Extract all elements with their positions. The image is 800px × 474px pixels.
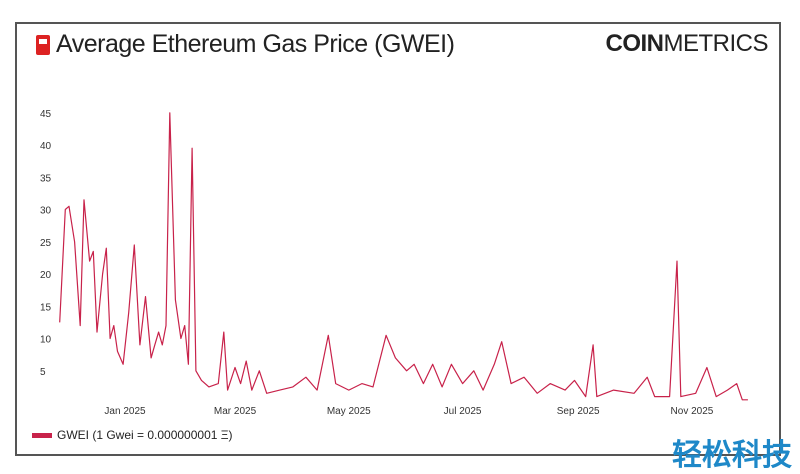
x-tick-label: Jan 2025 [104,406,146,417]
x-tick-label: Sep 2025 [557,406,600,417]
y-tick-label: 45 [40,109,52,120]
y-tick-label: 5 [40,367,46,378]
y-tick-label: 20 [40,270,52,281]
watermark: 轻松科技 [672,430,792,474]
y-tick-label: 15 [40,302,52,313]
x-tick-label: May 2025 [327,406,371,417]
y-tick-label: 35 [40,173,52,184]
x-tick-label: Nov 2025 [671,406,714,417]
legend-label: GWEI (1 Gwei = 0.000000001 Ξ) [57,428,233,442]
x-tick-label: Mar 2025 [214,406,257,417]
x-tick-label: Jul 2025 [444,406,482,417]
legend[interactable]: GWEI (1 Gwei = 0.000000001 Ξ) [32,428,233,442]
y-tick-label: 10 [40,335,52,346]
series-line [60,113,748,400]
legend-swatch [32,433,52,438]
y-tick-label: 25 [40,238,52,249]
y-tick-label: 30 [40,206,52,217]
y-tick-label: 40 [40,141,52,152]
